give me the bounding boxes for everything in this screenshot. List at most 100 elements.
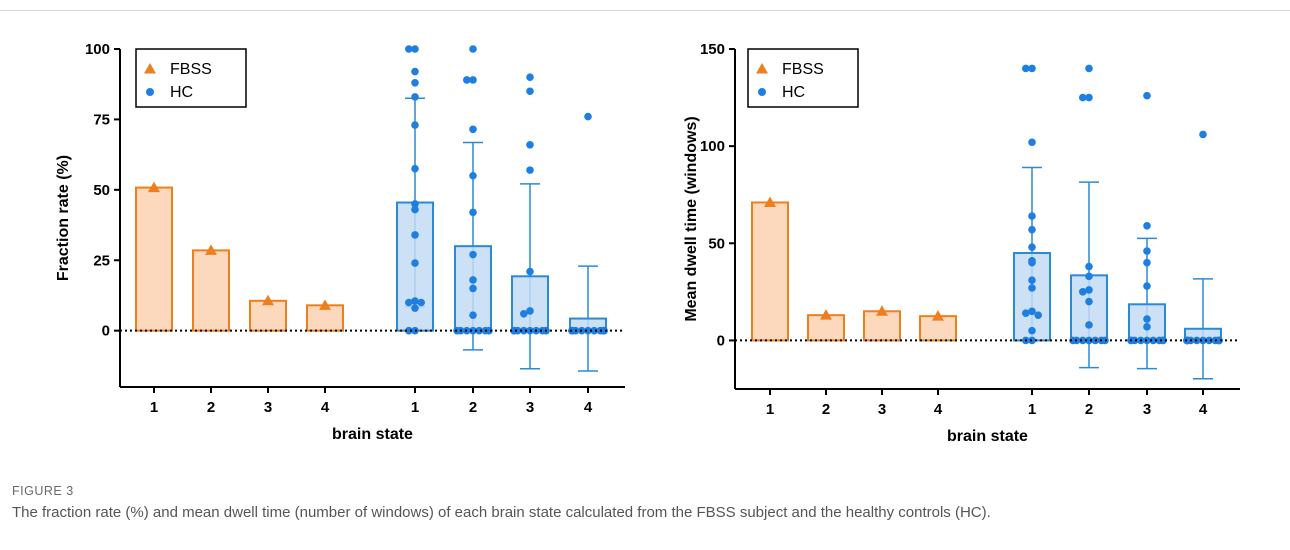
right-x-tick-label: 2: [822, 401, 830, 418]
left-hc-point: [417, 298, 426, 307]
left-hc-point: [411, 121, 419, 129]
left-y-axis-title: Fraction rate (%): [55, 155, 72, 281]
left-hc-point: [463, 76, 471, 84]
right-hc-point: [1199, 336, 1207, 345]
left-hc-point: [411, 79, 419, 87]
right-hc-point: [1028, 138, 1036, 147]
left-x-tick-label: 2: [469, 399, 477, 416]
left-hc-point: [526, 87, 534, 96]
right-hc-point: [1079, 93, 1087, 102]
right-hc-point: [1143, 282, 1151, 290]
left-legend-fbss-marker: [144, 63, 156, 74]
left-fbss-point: [148, 181, 160, 193]
right-hc-point: [1028, 225, 1036, 234]
left-hc-point: [405, 326, 413, 335]
left-y-tick-label: 25: [93, 252, 110, 269]
right-legend: [747, 48, 859, 108]
right-legend-hc-marker: [758, 88, 766, 96]
right-hc-point: [1085, 262, 1093, 271]
right-y-axis-title: Mean dwell time (windows): [683, 116, 700, 321]
left-hc-point: [469, 311, 477, 319]
right-legend-fbss-marker: [756, 63, 768, 74]
left-x-axis-title: brain state: [332, 426, 413, 443]
left-legend-hc-label: HC: [170, 84, 193, 101]
left-legend-hc-marker: [146, 88, 154, 96]
right-hc-point: [1085, 321, 1093, 329]
right-hc-point: [1085, 286, 1093, 294]
right-hc-point: [1085, 336, 1093, 345]
left-hc-point: [469, 250, 477, 259]
left-hc-point: [411, 231, 419, 239]
left-hc-point: [584, 326, 592, 335]
right-hc-bar: [1070, 274, 1108, 342]
left-hc-point: [411, 164, 419, 173]
left-hc-point: [469, 208, 477, 217]
right-x-tick-label: 4: [1199, 401, 1208, 418]
right-x-tick-label: 1: [1028, 401, 1036, 418]
left-hc-point: [520, 309, 528, 318]
top-divider: [0, 10, 1290, 11]
left-x-tick-label: 1: [411, 399, 419, 416]
left-hc-point: [469, 326, 477, 335]
right-y-tick-label: 150: [700, 41, 725, 58]
right-x-axis-title: brain state: [947, 428, 1028, 445]
left-x-tick-label: 2: [207, 399, 215, 416]
left-hc-point: [469, 125, 477, 134]
left-hc-point: [469, 45, 477, 53]
figure-label: FIGURE 3: [12, 484, 74, 498]
left-hc-point: [526, 140, 534, 149]
right-y-tick-label: 0: [717, 332, 725, 349]
left-hc-point: [485, 326, 493, 335]
right-hc-point: [1085, 272, 1093, 281]
left-hc-point: [411, 205, 419, 214]
left-hc-point: [411, 259, 419, 267]
left-hc-point: [411, 304, 419, 312]
right-hc-point: [1199, 130, 1207, 139]
left-fbss-point: [205, 244, 217, 255]
left-y-tick-label: 100: [85, 41, 110, 58]
left-hc-point: [411, 297, 419, 305]
left-x-tick-label: 4: [321, 399, 330, 416]
left-fbss-bar: [249, 299, 287, 332]
right-x-tick-label: 4: [934, 401, 943, 418]
right-hc-point: [1085, 64, 1093, 73]
right-hc-point: [1143, 323, 1151, 331]
figure-caption: The fraction rate (%) and mean dwell tim…: [12, 504, 991, 521]
left-y-tick-label: 0: [102, 323, 110, 340]
right-hc-point: [1028, 258, 1036, 267]
left-hc-point: [411, 45, 419, 53]
right-hc-point: [1028, 212, 1036, 220]
right-hc-point: [1028, 64, 1036, 73]
fraction-rate-chart: 0 25 50 75 100 1 2 3 4 1 2 3 4 brain state Fraction ra…: [0, 20, 640, 460]
right-hc-point: [1079, 288, 1087, 296]
right-hc-point: [1143, 222, 1151, 230]
right-hc-point: [1028, 307, 1036, 316]
dwell-time-chart: 0 50 100 150 1 2 3 4 1 2 3 4 brain state Mean dwell t…: [640, 20, 1280, 460]
right-hc-point: [1215, 336, 1223, 345]
right-hc-bar: [1013, 252, 1051, 342]
right-hc-point: [1143, 258, 1151, 267]
right-fbss-point: [820, 309, 832, 320]
left-x-tick-label: 3: [526, 399, 534, 416]
right-hc-point: [1159, 336, 1167, 345]
left-hc-point: [475, 326, 484, 335]
left-hc-point: [469, 284, 477, 293]
right-x-tick-label: 3: [1143, 401, 1151, 418]
left-fbss-bar: [192, 249, 230, 332]
left-fbss-point: [319, 299, 331, 310]
right-hc-point: [1079, 336, 1087, 345]
left-hc-point: [520, 326, 528, 335]
right-legend-fbss-label: FBSS: [782, 61, 824, 78]
left-hc-point: [526, 166, 534, 174]
left-fbss-point: [262, 294, 274, 306]
left-hc-point: [526, 267, 534, 276]
left-hc-point: [411, 93, 419, 101]
left-hc-point: [469, 76, 477, 84]
left-legend: [135, 48, 247, 108]
right-hc-point: [1022, 309, 1030, 318]
left-y-tick-label: 50: [93, 182, 110, 199]
left-hc-point: [469, 276, 477, 284]
right-hc-point: [1028, 326, 1036, 335]
right-hc-point: [1085, 297, 1093, 306]
left-y-tick-label: 75: [93, 111, 110, 128]
